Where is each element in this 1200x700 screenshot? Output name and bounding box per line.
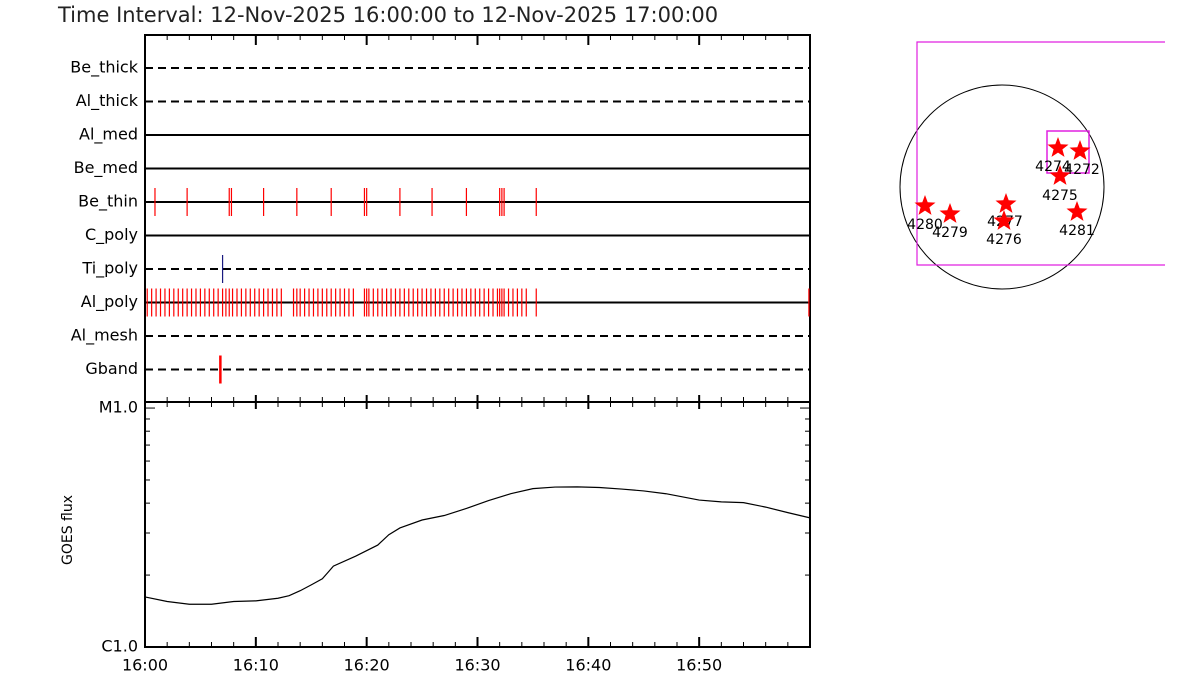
- y-tick-label: M1.0: [99, 398, 138, 417]
- row-label: Al_poly: [81, 292, 138, 312]
- region-star: [1066, 201, 1088, 221]
- row-label: C_poly: [85, 225, 138, 245]
- row-label: Gband: [85, 359, 138, 378]
- x-tick-label: 16:10: [233, 656, 279, 675]
- x-tick-label: 16:30: [454, 656, 500, 675]
- row-label: Be_thick: [70, 58, 138, 78]
- region-label: 4276: [986, 232, 1022, 248]
- region-label: 4272: [1064, 162, 1100, 178]
- row-label: Ti_poly: [81, 259, 138, 279]
- region-star: [914, 195, 936, 215]
- solar-disk: [899, 84, 1105, 290]
- region-label: 4279: [932, 225, 968, 241]
- row-label: Al_mesh: [71, 326, 138, 346]
- x-tick-label: 16:00: [122, 656, 168, 675]
- goes-curve: [144, 486, 811, 605]
- x-tick-label: 16:40: [565, 656, 611, 675]
- row-label: Be_med: [74, 158, 138, 178]
- region-label: 4280: [907, 217, 943, 233]
- region-label: 4275: [1042, 188, 1078, 204]
- row-label: Be_thin: [78, 192, 138, 212]
- row-label: Al_med: [79, 125, 138, 145]
- fov-box: [916, 41, 1165, 266]
- goes-frame: [144, 401, 811, 648]
- title: Time Interval: 12-Nov-2025 16:00:00 to 1…: [57, 3, 718, 27]
- y-tick-label: C1.0: [101, 637, 138, 656]
- region-star: [995, 193, 1017, 213]
- y-axis-label: GOES flux: [60, 495, 76, 565]
- x-tick-label: 16:50: [676, 656, 722, 675]
- region-star: [939, 203, 961, 223]
- region-star: [1069, 140, 1091, 160]
- event-frame: [144, 34, 811, 403]
- region-star: [1049, 165, 1071, 185]
- region-star: [1047, 137, 1069, 157]
- row-label: Al_thick: [76, 91, 139, 111]
- region-label: 4281: [1059, 223, 1095, 239]
- x-tick-label: 16:20: [344, 656, 390, 675]
- region-star: [993, 210, 1015, 230]
